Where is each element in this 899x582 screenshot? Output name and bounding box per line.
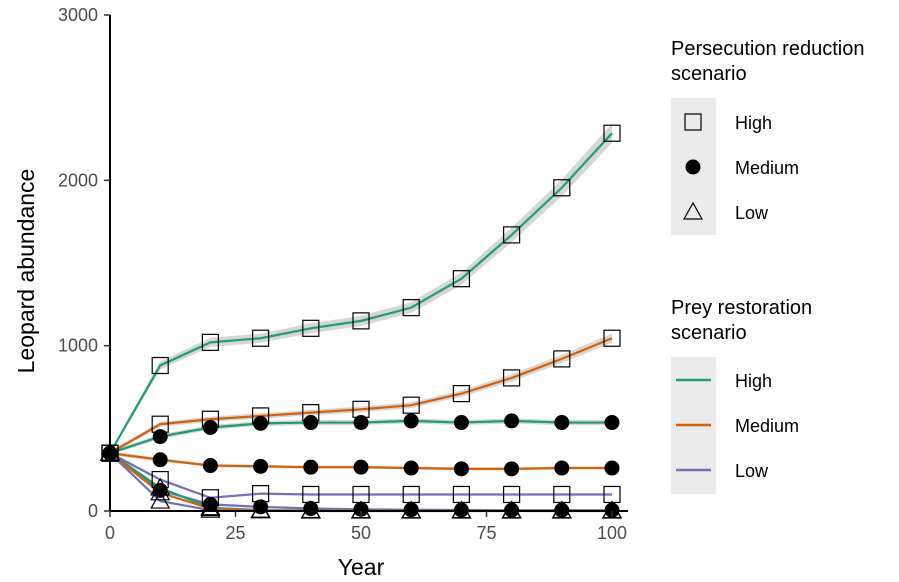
series-high-prey-high-persecution-point [553,179,571,197]
x-tick-label: 50 [351,523,371,543]
series-low-prey-medium-persecution-point [353,501,369,517]
confidence-ribbons [110,123,612,511]
y-axis-title: Leopard abundance [13,169,39,374]
series-medium-prey-medium-persecution-point [253,458,269,474]
persecution-legend-label-medium: Medium [735,158,799,178]
series-high-prey-medium-persecution-point [554,415,570,431]
series-medium-prey-medium-persecution-point [152,452,168,468]
series-medium-prey-medium-persecution-point [303,459,319,475]
series-high-prey-medium-persecution-point [152,429,168,445]
series-high-prey-high-persecution-point [201,333,219,351]
x-tick-label: 25 [225,523,245,543]
series-high-prey-high-persecution-point [503,226,521,244]
series-low-prey-high-persecution-ribbon [110,451,612,499]
persecution-legend-label-low: Low [735,203,769,223]
series-high-prey-medium-persecution-point [303,415,319,431]
series-low-prey-medium-persecution-point [403,502,419,518]
series-medium-prey-medium-persecution-point [554,460,570,476]
x-axis-title: Year [338,554,385,580]
series-high-prey-medium-persecution-point [403,413,419,429]
series-medium-prey-low-persecution-point [200,498,221,517]
series-low-prey-high-persecution-line [109,452,612,499]
series-low-prey-low-persecution-point [250,500,271,519]
series-high-prey-high-persecution-ribbon [110,123,612,455]
series-medium-prey-medium-persecution-point [202,458,218,474]
persecution-legend-key-medium [685,159,701,175]
series-low-prey-medium-persecution-point [152,482,168,498]
series-high-prey-medium-persecution-point [504,413,520,429]
y-tick-label: 1000 [58,336,98,356]
x-tick-label: 0 [105,523,115,543]
series-medium-prey-high-persecution-point [553,350,571,368]
series-medium-prey-medium-persecution-point [604,460,620,476]
series-high-prey-medium-persecution-point [453,415,469,431]
y-tick-label: 3000 [58,5,98,25]
persecution-legend-title-line2: scenario [671,63,747,85]
series-high-prey-medium-persecution-point [253,415,269,431]
series-high-prey-medium-persecution-ribbon [110,418,612,455]
legend: Persecution reduction scenario High Mediu… [671,38,864,494]
series-high-prey-high-persecution-point [151,356,169,375]
series-high-prey-high-persecution-point [252,329,270,347]
series-high-prey-high-persecution-point [452,270,470,288]
series-low-prey-low-persecution-point [150,490,171,509]
prey-legend: Prey restoration scenario High Medium Low [671,297,812,494]
series-high-prey-medium-persecution-point [604,415,620,431]
series-high-prey-high-persecution-point [302,319,320,337]
series-medium-prey-low-persecution-point [150,482,171,501]
series-high-prey-medium-persecution-point [202,420,218,436]
persecution-legend-key-low [682,201,704,220]
series-medium-prey-medium-persecution-point [504,461,520,477]
series-high-prey-low-persecution-point [150,477,171,496]
persecution-legend-label-high: High [735,113,772,133]
x-tick-label: 75 [476,523,496,543]
series-medium-prey-high-persecution-point [503,369,521,387]
series-low-prey-low-persecution-point [200,499,221,518]
series-medium-prey-high-persecution-line [109,337,613,455]
y-tick-label: 2000 [58,170,98,190]
series-medium-prey-medium-persecution-point [403,460,419,476]
series-high-prey-high-persecution-point [352,312,370,330]
series-medium-prey-medium-persecution-point [353,459,369,475]
series-high-prey-high-persecution-point [402,299,420,317]
series-high-prey-high-persecution-point [603,124,621,142]
series-low-prey-medium-persecution-point [303,501,319,517]
persecution-legend: Persecution reduction scenario High Mediu… [671,38,864,235]
prey-legend-title-line2: scenario [671,322,747,344]
series-medium-prey-high-persecution-point [603,329,621,347]
prey-legend-label-medium: Medium [735,416,799,436]
prey-legend-title-line1: Prey restoration [671,297,812,319]
persecution-legend-key-high [684,113,702,131]
series-medium-prey-medium-persecution-point [453,461,469,477]
prey-legend-label-high: High [735,371,772,391]
persecution-legend-title-line1: Persecution reduction [671,38,864,60]
prey-legend-label-low: Low [735,461,769,481]
series-medium-prey-high-persecution-point [402,396,420,414]
y-tick-label: 0 [88,501,98,521]
x-tick-label: 100 [597,523,627,543]
series-medium-prey-high-persecution-point [452,385,470,403]
series-high-prey-medium-persecution-point [353,415,369,431]
series-high-prey-high-persecution-line [109,132,613,454]
